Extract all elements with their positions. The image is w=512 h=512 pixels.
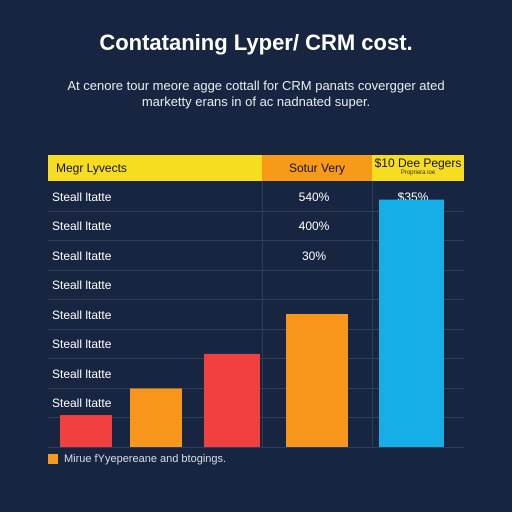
bar-4 bbox=[286, 314, 348, 447]
legend-swatch bbox=[48, 454, 58, 464]
grid-line bbox=[48, 211, 464, 212]
chart-title: Contataning Lyper/ CRM cost. bbox=[99, 30, 413, 55]
table-header-3-sub: Propriera ioe bbox=[400, 170, 436, 176]
grid-line bbox=[48, 299, 464, 300]
bar-3 bbox=[204, 353, 260, 447]
row-label: Steall ltatte bbox=[52, 249, 112, 263]
column-divider bbox=[262, 181, 263, 447]
legend: Mirue fYyepereane and btogings. bbox=[48, 453, 226, 465]
col2-value: 400% bbox=[298, 219, 330, 233]
row-label: Steall ltatte bbox=[52, 337, 112, 351]
bar-5 bbox=[379, 199, 444, 447]
table-header-3: $10 Dee Pegers Propriera ioe bbox=[372, 155, 464, 181]
grid-line bbox=[48, 447, 464, 448]
column-divider bbox=[372, 181, 373, 447]
table-header-1: Megr Lyvects bbox=[48, 155, 262, 181]
legend-label: Mirue fYyepereane and btogings. bbox=[64, 453, 227, 465]
row-label: Steall ltatte bbox=[52, 367, 112, 381]
grid-line bbox=[48, 329, 464, 330]
row-label: Steall ltatte bbox=[52, 190, 112, 204]
bar-2 bbox=[130, 388, 182, 447]
grid-line bbox=[48, 240, 464, 241]
grid-line bbox=[48, 270, 464, 271]
col2-value: 30% bbox=[301, 249, 327, 263]
row-label: Steall ltatte bbox=[52, 396, 112, 410]
row-label: Steall ltatte bbox=[52, 219, 112, 233]
row-label: Steall ltatte bbox=[52, 308, 112, 322]
table-header-3-label: $10 Dee Pegers bbox=[374, 156, 462, 170]
bar-1 bbox=[60, 415, 112, 447]
row-label: Steall ltatte bbox=[52, 278, 112, 292]
table-header-2: Sotur Very bbox=[262, 155, 372, 181]
chart-subtitle: At cenore tour meore agge cottall for CR… bbox=[67, 78, 445, 109]
col2-value: 540% bbox=[298, 190, 330, 204]
